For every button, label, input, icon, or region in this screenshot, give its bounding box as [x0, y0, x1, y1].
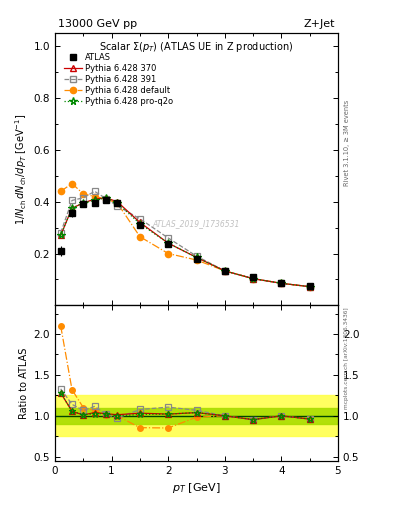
Y-axis label: Ratio to ATLAS: Ratio to ATLAS: [19, 347, 29, 419]
Text: Scalar $\Sigma(p_T)$ (ATLAS UE in Z production): Scalar $\Sigma(p_T)$ (ATLAS UE in Z prod…: [99, 40, 294, 54]
Text: ATLAS_2019_I1736531: ATLAS_2019_I1736531: [153, 219, 240, 228]
X-axis label: $p_T$ [GeV]: $p_T$ [GeV]: [172, 481, 221, 495]
Text: 13000 GeV pp: 13000 GeV pp: [58, 19, 137, 29]
Legend: ATLAS, Pythia 6.428 370, Pythia 6.428 391, Pythia 6.428 default, Pythia 6.428 pr: ATLAS, Pythia 6.428 370, Pythia 6.428 39…: [62, 51, 175, 108]
Text: Z+Jet: Z+Jet: [304, 19, 335, 29]
Text: mcplots.cern.ch [arXiv:1306.3436]: mcplots.cern.ch [arXiv:1306.3436]: [344, 308, 349, 409]
Text: Rivet 3.1.10, ≥ 3M events: Rivet 3.1.10, ≥ 3M events: [344, 100, 350, 186]
Y-axis label: $1/N_\mathrm{ch}\,dN_\mathrm{ch}/dp_T$ [GeV$^{-1}$]: $1/N_\mathrm{ch}\,dN_\mathrm{ch}/dp_T$ […: [14, 114, 29, 225]
